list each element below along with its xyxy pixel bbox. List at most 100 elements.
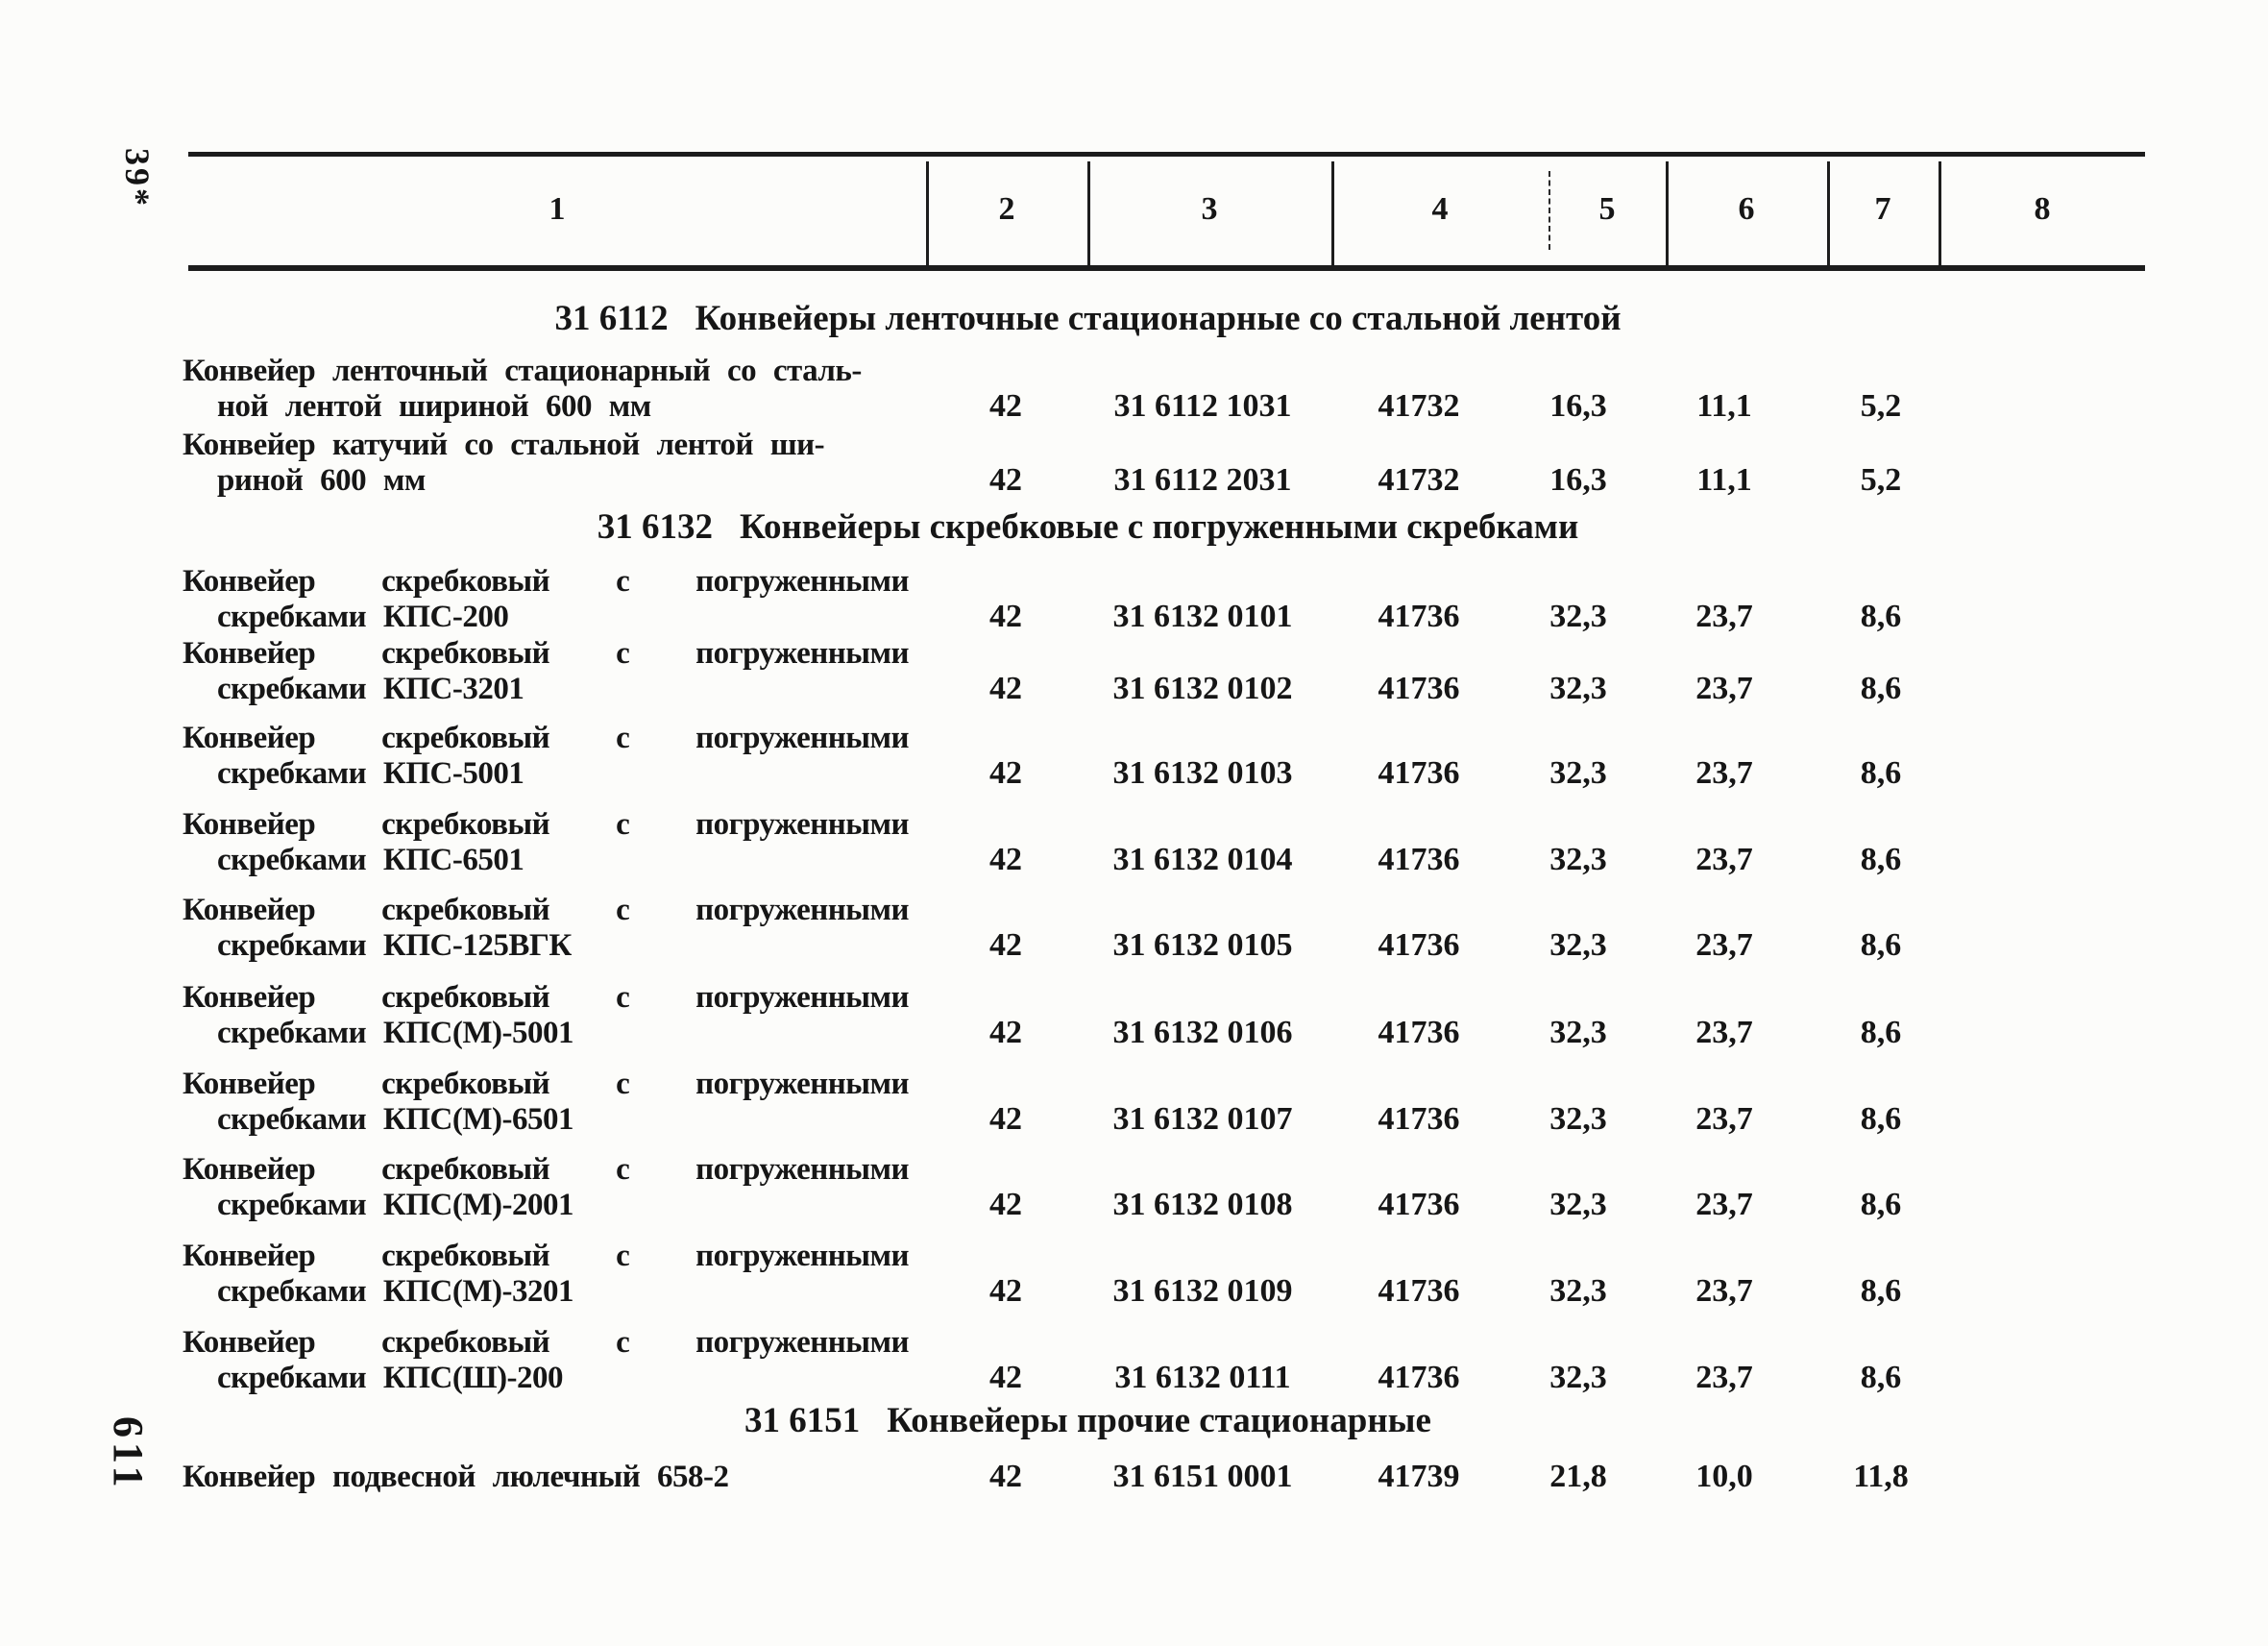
name-word: скребковый: [381, 636, 550, 671]
cell-col4: 41736: [1378, 1273, 1460, 1309]
item-name-line1: Конвейер скребковый с погруженными: [183, 892, 909, 928]
name-word: погруженными: [695, 564, 909, 599]
name-word: с: [616, 1152, 630, 1187]
cell-col7: 8,6: [1860, 599, 1902, 634]
cell-col6: 10,0: [1695, 1459, 1753, 1494]
cell-col2: 42: [989, 462, 1022, 498]
cell-col6: 23,7: [1695, 671, 1753, 706]
name-word: скребковый: [381, 980, 550, 1015]
item-name-line1: Конвейер скребковый с погруженными: [183, 806, 909, 843]
item-name-line1: Конвейер скребковый с погруженными: [183, 1238, 909, 1274]
name-word: скребковый: [381, 893, 550, 927]
cell-col2: 42: [989, 842, 1022, 877]
cell-col5: 32,3: [1549, 1360, 1607, 1395]
cell-col7: 8,6: [1860, 1360, 1902, 1395]
name-word: Конвейер: [183, 1152, 316, 1187]
column-separator: [1331, 161, 1334, 265]
cell-col4: 41736: [1378, 1360, 1460, 1395]
column-header: 5: [1598, 191, 1616, 227]
cell-col3: 31 6132 0111: [1114, 1360, 1291, 1395]
name-word: с: [616, 1067, 630, 1101]
item-name-line2: скребками КПС-125ВГК: [217, 928, 572, 963]
cell-col3: 31 6132 0101: [1112, 599, 1293, 634]
cell-col5: 32,3: [1549, 1101, 1607, 1137]
cell-col7: 11,8: [1853, 1459, 1909, 1494]
item-name-line1: Конвейер скребковый с погруженными: [183, 635, 909, 672]
cell-col4: 41732: [1378, 388, 1460, 424]
name-word: Конвейер: [183, 980, 316, 1015]
cell-col2: 42: [989, 1015, 1022, 1050]
section-heading: 31 6132 Конвейеры скребковые с погруженны…: [183, 508, 1993, 547]
cell-col7: 8,6: [1860, 671, 1902, 706]
name-word: с: [616, 636, 630, 671]
cell-col6: 23,7: [1695, 927, 1753, 963]
cell-col7: 8,6: [1860, 1015, 1902, 1050]
cell-col7: 8,6: [1860, 927, 1902, 963]
cell-col5: 32,3: [1549, 1015, 1607, 1050]
cell-col5: 16,3: [1549, 462, 1607, 498]
item-name-line2: скребками КПС-200: [217, 600, 509, 634]
cell-col4: 41736: [1378, 1101, 1460, 1137]
column-separator: [1666, 161, 1669, 265]
column-header: 3: [1201, 191, 1218, 227]
cell-col3: 31 6132 0102: [1112, 671, 1293, 706]
cell-col7: 8,6: [1860, 755, 1902, 791]
item-name-line2: ной лентой шириной 600 мм: [217, 389, 651, 424]
cell-col3: 31 6112 2031: [1113, 462, 1292, 498]
name-word: с: [616, 980, 630, 1015]
section-title: Конвейеры ленточные стационарные со стал…: [695, 299, 1622, 338]
name-word: погруженными: [695, 1067, 909, 1101]
item-name-line2: скребками КПС(М)-5001: [217, 1016, 573, 1050]
cell-col5: 32,3: [1549, 755, 1607, 791]
cell-col2: 42: [989, 1273, 1022, 1309]
cell-col3: 31 6112 1031: [1113, 388, 1292, 424]
section-code: 31 6151: [744, 1401, 861, 1440]
name-word: скребковый: [381, 807, 550, 842]
cell-col4: 41736: [1378, 842, 1460, 877]
section-heading: 31 6112 Конвейеры ленточные стационарные …: [183, 300, 1993, 338]
section-title: Конвейеры скребковые с погруженными скре…: [739, 507, 1579, 547]
cell-col2: 42: [989, 599, 1022, 634]
name-word: Конвейер: [183, 1239, 316, 1273]
cell-col6: 11,1: [1696, 462, 1752, 498]
name-word: скребковый: [381, 721, 550, 755]
column-separator: [926, 161, 929, 265]
item-name-line2: скребками КПС-6501: [217, 843, 524, 877]
column-separator: [1939, 161, 1941, 265]
name-word: с: [616, 1325, 630, 1360]
cell-col4: 41736: [1378, 1187, 1460, 1222]
cell-col2: 42: [989, 671, 1022, 706]
cell-col7: 5,2: [1860, 462, 1902, 498]
name-word: скребковый: [381, 1152, 550, 1187]
margin-note-rotated: 39*: [118, 148, 157, 209]
cell-col3: 31 6132 0107: [1112, 1101, 1293, 1137]
cell-col4: 41739: [1378, 1459, 1460, 1494]
cell-col6: 23,7: [1695, 1360, 1753, 1395]
cell-col4: 41736: [1378, 599, 1460, 634]
name-word: с: [616, 721, 630, 755]
name-word: скребковый: [381, 564, 550, 599]
cell-col3: 31 6132 0105: [1112, 927, 1293, 963]
cell-col6: 11,1: [1696, 388, 1752, 424]
item-name-line2: скребками КПС(Ш)-200: [217, 1361, 564, 1395]
cell-col3: 31 6151 0001: [1112, 1459, 1293, 1494]
cell-col2: 42: [989, 1459, 1022, 1494]
cell-col3: 31 6132 0103: [1112, 755, 1293, 791]
item-name-line1: Конвейер скребковый с погруженными: [183, 979, 909, 1016]
name-word: скребковый: [381, 1239, 550, 1273]
cell-col3: 31 6132 0106: [1112, 1015, 1293, 1050]
item-name-line2: скребками КПС-3201: [217, 672, 524, 706]
name-word: погруженными: [695, 636, 909, 671]
item-name-line1: Конвейер скребковый с погруженными: [183, 720, 909, 756]
section-code: 31 6112: [554, 299, 669, 338]
item-name-line2: скребками КПС-5001: [217, 756, 524, 791]
name-word: погруженными: [695, 1325, 909, 1360]
cell-col2: 42: [989, 1187, 1022, 1222]
name-word: погруженными: [695, 980, 909, 1015]
name-word: погруженными: [695, 893, 909, 927]
cell-col2: 42: [989, 755, 1022, 791]
cell-col6: 23,7: [1695, 842, 1753, 877]
cell-col5: 16,3: [1549, 388, 1607, 424]
item-name-line2: скребками КПС(М)-2001: [217, 1188, 573, 1222]
